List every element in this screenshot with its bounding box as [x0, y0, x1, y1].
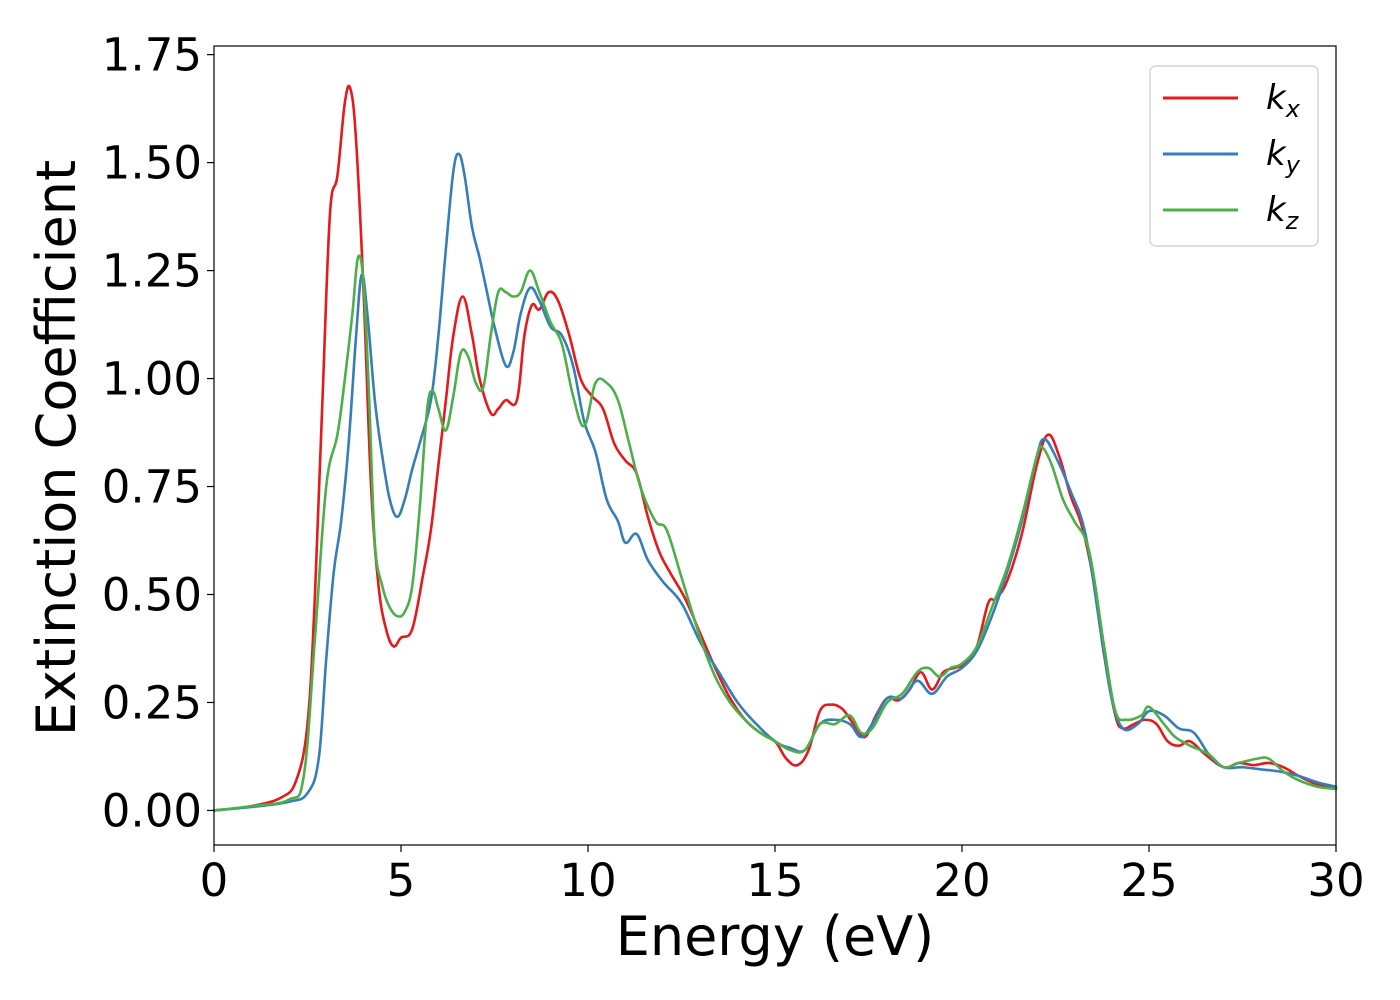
series-line-ky: [212, 152, 1338, 812]
legend-label-base: k: [1266, 78, 1287, 118]
legend-label-kx: kx: [1266, 78, 1301, 123]
x-tick-label: 30: [1307, 854, 1364, 907]
x-tick-label: 15: [746, 854, 803, 907]
y-tick-label: 0.25: [102, 676, 202, 729]
y-tick-label: 1.00: [102, 353, 202, 406]
y-tick-label: 1.75: [102, 29, 202, 82]
x-tick-label: 25: [1120, 854, 1177, 907]
series-lines: [212, 84, 1338, 812]
axis-ticks: 0 5 10 15 20 25 30 0.00 0.25 0.50 0.75 1.00 1.25 1.50…: [102, 29, 1365, 907]
series-line-kz: [212, 254, 1338, 812]
plot-frame: [213, 45, 1337, 846]
legend-label-base: k: [1266, 134, 1287, 174]
x-tick-label: 10: [559, 854, 616, 907]
y-tick-label: 0.00: [102, 784, 202, 837]
legend-box: [1149, 65, 1319, 247]
y-tick-label: 1.50: [102, 137, 202, 190]
y-tick-label: 1.25: [102, 245, 202, 298]
y-axis-title: Extinction Coefficient: [25, 160, 88, 736]
y-tick-label: 0.50: [102, 569, 202, 622]
x-axis-title: Energy (eV): [616, 905, 935, 968]
x-tick-label: 5: [387, 854, 416, 907]
legend-label-kz: kz: [1266, 190, 1300, 235]
x-tick-label: 0: [200, 854, 229, 907]
legend-label-subscript: x: [1285, 95, 1301, 123]
legend-label-ky: ky: [1266, 134, 1301, 179]
legend-label-base: k: [1266, 190, 1287, 230]
legend-label-subscript: z: [1285, 207, 1300, 235]
x-tick-label: 20: [933, 854, 990, 907]
y-tick-label: 0.75: [102, 461, 202, 514]
legend-label-subscript: y: [1285, 151, 1301, 179]
